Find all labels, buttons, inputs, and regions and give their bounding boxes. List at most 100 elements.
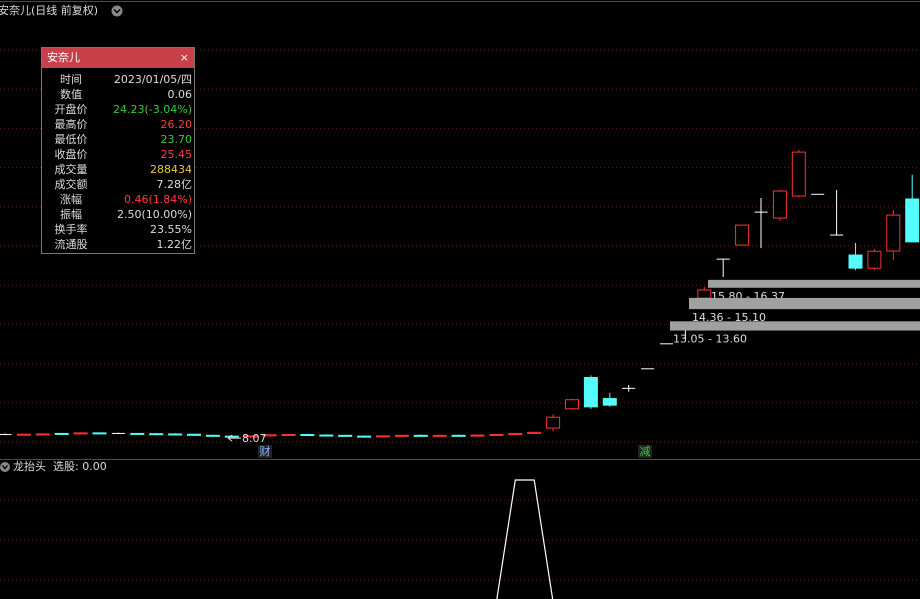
info-label: 数值: [60, 88, 82, 101]
menu-icon[interactable]: [111, 5, 123, 17]
candle-body: [470, 434, 485, 437]
candle-body: [73, 432, 88, 435]
candle-body: [735, 224, 750, 246]
info-label: 流通股: [54, 238, 88, 251]
candle-body: [16, 433, 31, 436]
candle-body: [130, 432, 145, 435]
info-label: 最低价: [54, 133, 88, 146]
info-row: 开盘价 24.23(-3.04%): [42, 102, 194, 117]
info-row: 数值 0.06: [42, 87, 194, 102]
close-button[interactable]: ×: [179, 51, 189, 64]
zone-label: 13.05 - 13.60: [673, 333, 747, 346]
candle-body: [243, 435, 258, 438]
info-value: 0.06: [167, 88, 193, 101]
indicator-name: 龙抬头: [13, 459, 46, 473]
info-value: 24.23(-3.04%): [113, 103, 192, 116]
info-row: 流通股 1.22亿: [42, 237, 194, 252]
event-marker: 财: [260, 444, 271, 458]
info-panel-title: 安奈儿: [47, 51, 80, 64]
candle-body: [413, 434, 428, 437]
info-label: 成交量: [54, 163, 88, 176]
indicator-readout: 选股: 0.00: [53, 460, 107, 473]
chart-title: 安奈儿(日线 前复权): [0, 3, 98, 17]
candle-body: [791, 151, 806, 197]
candle-body: [508, 432, 523, 436]
info-value: 7.28亿: [156, 178, 193, 191]
info-row: 最高价 26.20: [42, 117, 194, 132]
candle-body: [527, 431, 542, 434]
info-row: 换手率 23.55%: [42, 222, 194, 237]
candle-body: [848, 254, 863, 269]
info-label: 涨幅: [60, 193, 82, 206]
candle-body: [281, 434, 296, 437]
info-row: 时间 2023/01/05/四: [42, 72, 194, 87]
info-label: 成交额: [54, 178, 88, 191]
price-zone: [670, 321, 920, 331]
price-zone: [689, 297, 920, 310]
candle-body: [319, 434, 334, 437]
info-label: 最高价: [54, 118, 88, 131]
info-row: 涨幅 0.46(1.84%): [42, 192, 194, 207]
candle-body: [149, 433, 164, 436]
candle-body: [772, 190, 787, 219]
candle-body: [583, 377, 598, 408]
info-value: 1.22亿: [156, 238, 193, 251]
low-arrow: [227, 434, 241, 442]
info-row: 成交额 7.28亿: [42, 177, 194, 192]
info-value: 26.20: [160, 118, 193, 131]
candle-body: [35, 433, 50, 436]
candle-body: [54, 432, 69, 435]
candle-body: [451, 434, 466, 437]
candle-body: [262, 434, 277, 437]
indicator-menu-arrow: [1, 465, 9, 470]
price-zone: [708, 279, 920, 288]
event-marker-bg: [638, 445, 652, 458]
candle-body: [224, 435, 239, 438]
candle-body: [168, 433, 183, 436]
candle-body: [205, 434, 220, 437]
candle-body: [905, 198, 920, 243]
candle-body: [697, 289, 712, 299]
info-value: 288434: [150, 163, 192, 176]
candle-body: [187, 433, 201, 436]
candle-body: [565, 399, 579, 410]
candle-body: [357, 435, 372, 438]
info-value: 0.46(1.84%): [123, 193, 192, 206]
low-label: 8.07: [242, 432, 267, 445]
candle-body: [92, 432, 107, 435]
info-row: 振幅 2.50(10.00%): [42, 207, 194, 222]
candle-body: [602, 398, 617, 406]
info-row: 成交量 288434: [42, 162, 194, 177]
candle-body: [394, 434, 409, 437]
info-label: 开盘价: [54, 103, 88, 116]
menu-icon-arrow: [113, 9, 121, 14]
info-value: 23.55%: [150, 223, 192, 236]
candle-body: [338, 434, 353, 437]
candle-body: [300, 434, 315, 437]
candle-body: [886, 214, 901, 252]
info-row: 收盘价 25.45: [42, 147, 194, 162]
candle-body: [432, 434, 447, 437]
event-marker: 减: [640, 445, 651, 458]
info-label: 收盘价: [54, 148, 88, 161]
info-value: 2.50(10.00%): [116, 208, 192, 221]
info-panel-header: 安奈儿 ×: [42, 48, 194, 68]
event-marker-bg: [258, 445, 272, 458]
info-label: 振幅: [60, 208, 82, 221]
candle-body: [546, 416, 561, 429]
indicator-menu-icon[interactable]: [0, 462, 10, 472]
info-panel: 安奈儿 × 时间 2023/01/05/四数值 0.06 开盘价 24.23(-3.04%…: [41, 47, 195, 254]
candle-body: [489, 434, 504, 437]
info-value: 23.70: [160, 133, 193, 146]
info-rows: 时间 2023/01/05/四数值 0.06 开盘价 24.23(-3.04%) 最高价 2…: [42, 68, 194, 252]
candle-body: [867, 250, 882, 269]
info-value: 2023/01/05/四: [113, 73, 192, 86]
zone-label: 14.36 - 15.10: [692, 311, 766, 324]
info-value: 25.45: [160, 148, 193, 161]
info-label: 时间: [60, 73, 82, 86]
candle-body: [376, 435, 390, 438]
grid: [0, 49, 920, 581]
info-row: 最低价 23.70: [42, 132, 194, 147]
